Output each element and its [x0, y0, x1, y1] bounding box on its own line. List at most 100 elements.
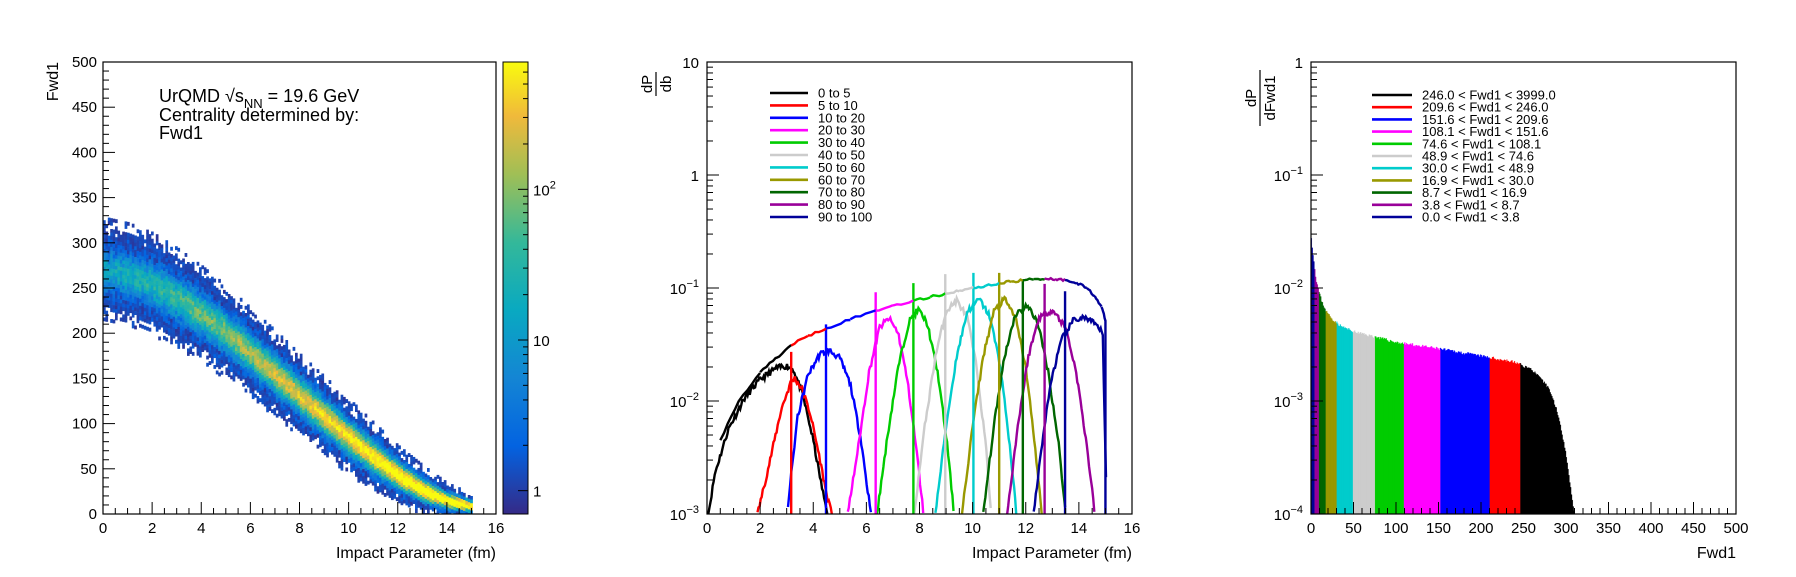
- x-tick-label: 8: [295, 520, 303, 537]
- envelope-segment: [1100, 306, 1107, 321]
- legend-label: 60 to 70: [818, 172, 865, 187]
- x-tick-label: 0: [99, 520, 107, 537]
- axes-ticks: 0 50 100 150 200 250 300 350 400 450 50010−410−310…: [1274, 55, 1749, 537]
- legend-label: 90 to 100: [818, 210, 872, 225]
- envelope-segment: [1044, 276, 1056, 282]
- x-tick-label: 14: [1071, 520, 1088, 537]
- x-tick-label: 2: [756, 520, 764, 537]
- heatmap-band: [103, 217, 473, 514]
- x-tick-label: 10: [964, 520, 981, 537]
- legend-label: 3.8 < Fwd1 < 8.7: [1422, 197, 1520, 212]
- series-line: [982, 301, 1067, 513]
- legend-label: 30 to 40: [818, 135, 865, 150]
- colorbar-tick-label: 1: [533, 484, 541, 501]
- x-tick-label: 250: [1511, 520, 1536, 537]
- x-tick-label: 16: [488, 520, 505, 537]
- envelope-segment: [875, 304, 894, 312]
- series-line: [875, 305, 955, 514]
- x-tick-label: 6: [246, 520, 254, 537]
- y-tick-label: 400: [72, 144, 97, 161]
- colorbar-tick-label: 10: [533, 333, 550, 350]
- series-bars-fill: [1489, 356, 1521, 514]
- axes-ticks: 0 2 4 6 8 10 12 14 16 10−3 10−2 10−1 1 10: [670, 55, 1141, 537]
- y-label-denominator: db: [658, 76, 675, 93]
- y-tick-label: 200: [72, 325, 97, 342]
- envelope-segment: [790, 334, 809, 347]
- series-bars-fill: [1440, 347, 1490, 514]
- series-line: [913, 294, 992, 514]
- envelope-segment: [849, 309, 877, 321]
- y-tick-label: 10−4: [1274, 504, 1303, 524]
- legend-label: 48.9 < Fwd1 < 74.6: [1422, 149, 1534, 164]
- series-lines: [707, 272, 1108, 514]
- y-label-denominator: dFwd1: [1262, 75, 1279, 120]
- colorbar-tick-label: 102: [533, 179, 556, 199]
- x-axis-label: Impact Parameter (fm): [972, 545, 1132, 562]
- axes-ticks: 0 2 4 6 8 10 12 14 16 0 50 100 150 200 250 300 350 400 450…: [72, 54, 504, 537]
- x-tick-label: 400: [1638, 520, 1663, 537]
- legend-label: 30.0 < Fwd1 < 48.9: [1422, 161, 1534, 176]
- envelope-segment: [1033, 277, 1045, 281]
- legend-label: 0.0 < Fwd1 < 3.8: [1422, 210, 1520, 225]
- y-tick-label: 500: [72, 54, 97, 71]
- y-tick-label: 10−1: [670, 278, 699, 298]
- legend-label: 0 to 5: [818, 86, 851, 101]
- legend-label: 70 to 80: [818, 185, 865, 200]
- y-tick-label: 10−3: [1274, 391, 1303, 411]
- envelope-segment: [1054, 277, 1066, 283]
- x-tick-label: 10: [340, 520, 357, 537]
- envelope-segment: [825, 318, 851, 330]
- series-bars-fill: [1403, 342, 1441, 514]
- series-bars: [1311, 238, 1575, 514]
- annotation-line-2: Centrality determined by:: [159, 105, 359, 125]
- envelope-segment: [759, 356, 777, 374]
- series-bars-fill: [1352, 330, 1375, 514]
- x-tick-label: 4: [197, 520, 205, 537]
- series-bars-fill: [1314, 269, 1319, 514]
- y-axis-label: Fwd1: [45, 62, 62, 101]
- series-line: [786, 347, 873, 513]
- x-tick-label: 8: [915, 520, 923, 537]
- series-line: [707, 362, 829, 514]
- x-tick-label: 300: [1553, 520, 1578, 537]
- legend-label: 5 to 10: [818, 98, 858, 113]
- legend-label: 74.6 < Fwd1 < 108.1: [1422, 136, 1541, 151]
- x-axis-label: Fwd1: [1697, 545, 1736, 562]
- y-tick-label: 1: [691, 168, 699, 185]
- x-tick-label: 2: [148, 520, 156, 537]
- legend-label: 209.6 < Fwd1 < 246.0: [1422, 100, 1548, 115]
- colorbar: [503, 62, 528, 514]
- envelope-segment: [1093, 295, 1103, 308]
- legend-label: 16.9 < Fwd1 < 30.0: [1422, 173, 1534, 188]
- x-tick-label: 350: [1596, 520, 1621, 537]
- series-line: [756, 376, 833, 514]
- envelope-segment: [1075, 281, 1088, 290]
- y-tick-label: 10: [682, 55, 699, 72]
- series-bars-fill: [1519, 363, 1575, 514]
- envelope-segment: [959, 285, 974, 293]
- x-axis-label: Impact Parameter (fm): [336, 545, 496, 562]
- y-label-numerator: dP: [639, 75, 656, 93]
- series-bars-fill: [1336, 321, 1353, 514]
- envelope-segment: [719, 400, 740, 441]
- y-tick-label: 50: [80, 461, 97, 478]
- panel-dpdb: 0 2 4 6 8 10 12 14 16 10−3 10−2 10−1 1 10 0 to 55 to …: [639, 55, 1140, 562]
- x-tick-label: 12: [1017, 520, 1034, 537]
- y-tick-label: 100: [72, 416, 97, 433]
- series-bars-fill: [1374, 336, 1404, 514]
- envelope-segment: [1064, 278, 1077, 285]
- envelope-segment: [775, 344, 792, 360]
- envelope-segment: [985, 281, 1000, 287]
- series-line: [934, 297, 1018, 514]
- legend-label: 50 to 60: [818, 160, 865, 175]
- legend-label: 108.1 < Fwd1 < 151.6: [1422, 124, 1548, 139]
- colorbar-frame: [502, 61, 529, 515]
- envelope-segment: [973, 284, 987, 290]
- x-tick-label: 0: [703, 520, 711, 537]
- x-tick-label: 16: [1124, 520, 1141, 537]
- y-tick-label: 250: [72, 280, 97, 297]
- y-tick-label: 150: [72, 370, 97, 387]
- legend-label: 80 to 90: [818, 197, 865, 212]
